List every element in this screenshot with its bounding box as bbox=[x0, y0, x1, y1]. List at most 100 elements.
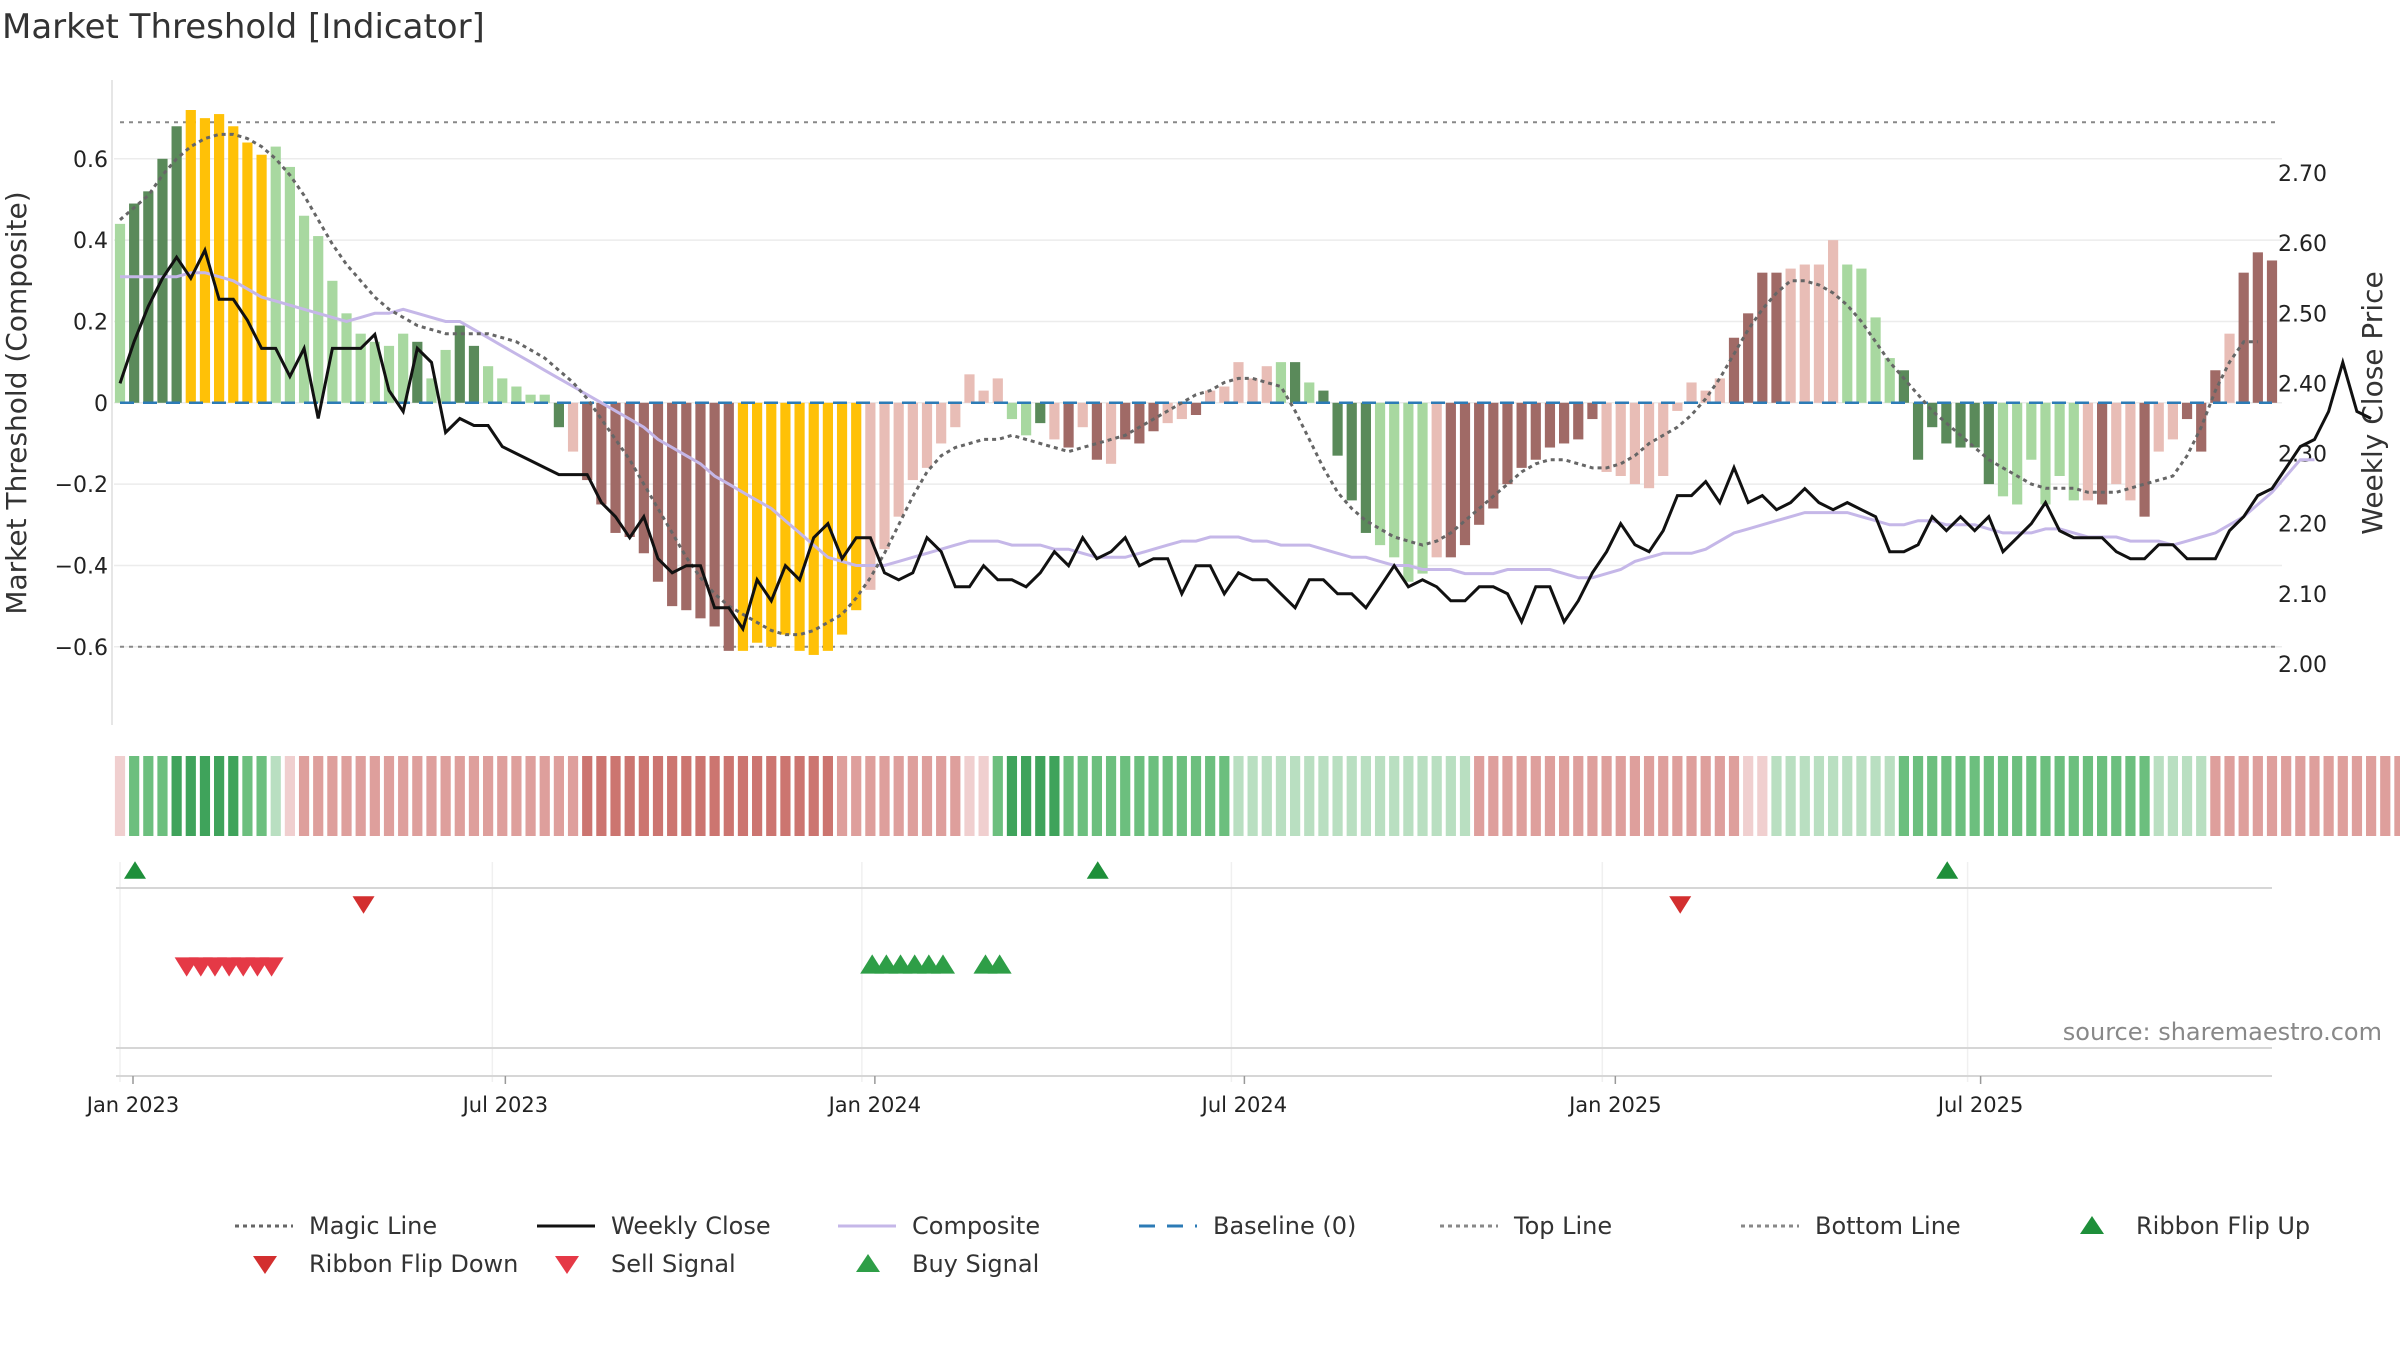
composite-bar bbox=[1332, 402, 1343, 456]
composite-bar bbox=[1105, 402, 1117, 464]
ribbon-segment bbox=[1162, 756, 1173, 836]
composite-bar bbox=[483, 366, 494, 403]
composite-bar bbox=[2068, 402, 2079, 501]
ribbon-segment bbox=[1431, 756, 1442, 836]
ribbon-segment bbox=[440, 756, 451, 836]
legend-swatch bbox=[555, 1256, 579, 1274]
ribbon-segment bbox=[1643, 756, 1655, 836]
composite-bar bbox=[2266, 260, 2278, 403]
composite-bar bbox=[582, 402, 593, 481]
ribbon-segment bbox=[766, 756, 777, 836]
ribbon-segment bbox=[1615, 756, 1626, 836]
legend-swatch bbox=[2080, 1216, 2104, 1234]
ribbon-segment bbox=[1997, 756, 2009, 836]
ribbon-segment bbox=[1360, 756, 1371, 836]
ribbon-segment bbox=[1502, 756, 1513, 836]
legend-item: Weekly Close bbox=[537, 1212, 771, 1240]
ribbon-segment bbox=[313, 756, 324, 836]
ribbon-segment bbox=[681, 756, 692, 836]
composite-bar bbox=[1488, 402, 1499, 509]
composite-bar bbox=[1035, 402, 1046, 424]
composite-bar bbox=[114, 223, 126, 403]
composite-bar bbox=[681, 402, 692, 611]
ribbon-segment bbox=[1544, 756, 1556, 836]
ribbon-segment bbox=[1955, 756, 1966, 836]
ribbon-segment bbox=[1559, 756, 1570, 836]
ribbon-segment bbox=[2012, 756, 2023, 836]
legend-swatch bbox=[253, 1256, 277, 1274]
y-left-tick-label: −0.6 bbox=[55, 636, 108, 661]
ribbon-segment bbox=[1884, 756, 1895, 836]
legend-label: Magic Line bbox=[309, 1212, 437, 1240]
composite-bar bbox=[2252, 252, 2263, 403]
ribbon-segment bbox=[780, 756, 791, 836]
source-note: source: sharemaestro.com bbox=[2063, 1018, 2382, 1046]
composite-bar bbox=[1771, 272, 1782, 403]
composite-bar bbox=[1190, 402, 1202, 415]
composite-bar bbox=[284, 166, 295, 403]
ribbon-segment bbox=[1898, 756, 1909, 836]
ribbon-segment bbox=[2224, 756, 2235, 836]
legend-label: Ribbon Flip Up bbox=[2136, 1212, 2310, 1240]
composite-bar bbox=[610, 402, 621, 533]
composite-bar bbox=[242, 142, 253, 403]
ribbon-segment bbox=[1247, 756, 1258, 836]
ribbon-segment bbox=[1091, 756, 1102, 836]
composite-bar bbox=[383, 345, 395, 403]
ribbon-segment bbox=[185, 756, 196, 836]
ribbon-segment bbox=[1983, 756, 1994, 836]
ribbon-segment bbox=[242, 756, 253, 836]
composite-bar bbox=[638, 402, 649, 554]
ribbon-segment bbox=[2337, 756, 2348, 836]
ribbon-segment bbox=[794, 756, 805, 836]
ribbon-flip-up-marker bbox=[1936, 861, 1959, 879]
composite-bar bbox=[1629, 402, 1640, 485]
composite-bar bbox=[1828, 240, 1839, 403]
ribbon-segment bbox=[737, 756, 749, 836]
composite-bar bbox=[936, 402, 947, 444]
ribbon-segment bbox=[921, 756, 933, 836]
ribbon-segment bbox=[1799, 756, 1810, 836]
composite-bar bbox=[369, 341, 380, 403]
composite-bar bbox=[143, 191, 154, 403]
composite-bar bbox=[2238, 272, 2249, 403]
composite-bar bbox=[2054, 402, 2065, 476]
ribbon-segment bbox=[1063, 756, 1074, 836]
ribbon-segment bbox=[468, 756, 480, 836]
legend-item: Top Line bbox=[1440, 1212, 1612, 1240]
ribbon-segment bbox=[950, 756, 961, 836]
composite-bar bbox=[950, 402, 961, 428]
ribbon-segment bbox=[1120, 756, 1131, 836]
composite-bar bbox=[1134, 402, 1145, 444]
ribbon-segment bbox=[270, 756, 281, 836]
composite-bar bbox=[171, 126, 182, 403]
ribbon-segment bbox=[865, 756, 876, 836]
ribbon-segment bbox=[1785, 756, 1796, 836]
composite-line bbox=[120, 271, 2315, 580]
ribbon-segment bbox=[2068, 756, 2079, 836]
composite-bar bbox=[1559, 402, 1570, 444]
ribbon-segment bbox=[214, 756, 225, 836]
composite-bar bbox=[1275, 362, 1287, 403]
ribbon-segment bbox=[1686, 756, 1697, 836]
composite-bar bbox=[454, 325, 465, 403]
legend-item: Ribbon Flip Up bbox=[2080, 1212, 2310, 1240]
composite-bar bbox=[766, 402, 777, 647]
legend-label: Ribbon Flip Down bbox=[309, 1250, 518, 1278]
ribbon-segment bbox=[1332, 756, 1343, 836]
composite-bar bbox=[539, 394, 550, 403]
ribbon-segment bbox=[1629, 756, 1640, 836]
ribbon-segment bbox=[1219, 756, 1230, 836]
composite-bar bbox=[1318, 390, 1329, 403]
ribbon-segment bbox=[1813, 756, 1825, 836]
composite-bar bbox=[1205, 390, 1216, 403]
composite-bar bbox=[1459, 402, 1471, 546]
composite-bar bbox=[525, 394, 536, 403]
ribbon-segment bbox=[1912, 756, 1924, 836]
ribbon-segment bbox=[2153, 756, 2164, 836]
ribbon-segment bbox=[1417, 756, 1428, 836]
ribbon-segment bbox=[582, 756, 593, 836]
ribbon-segment bbox=[1233, 756, 1244, 836]
composite-bar bbox=[1884, 358, 1895, 403]
composite-bar bbox=[2111, 402, 2122, 485]
